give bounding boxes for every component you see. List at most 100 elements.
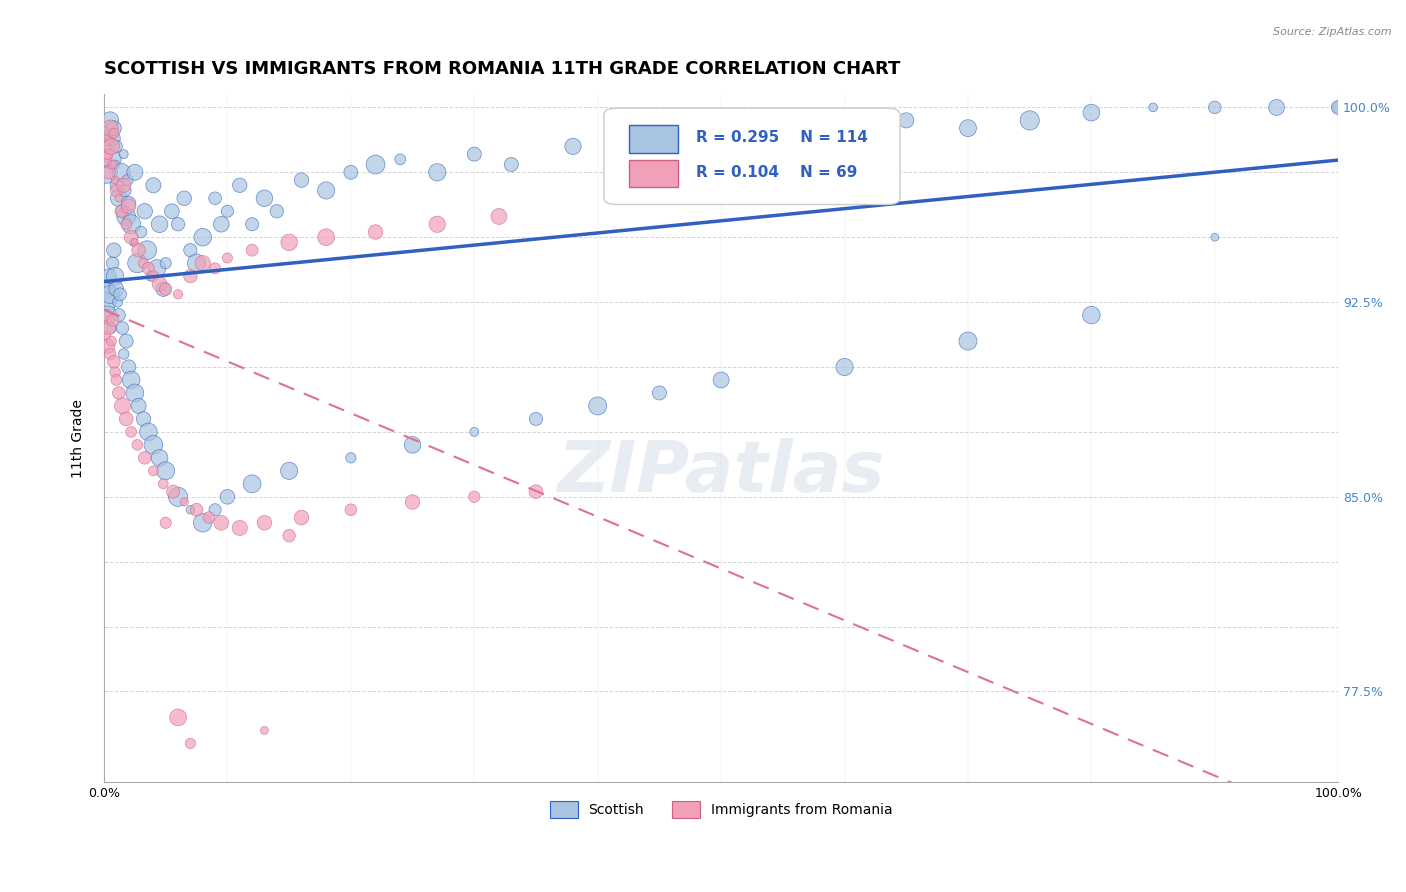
Point [186, 256, 208, 270]
Point [103, 127, 125, 141]
Point [103, 121, 125, 136]
Point [139, 269, 162, 284]
Point [167, 710, 190, 724]
Point [501, 157, 523, 171]
Point [128, 243, 150, 257]
Point [155, 256, 177, 270]
Point [105, 282, 128, 296]
Point [94, 308, 117, 322]
Point [586, 399, 609, 413]
Point [1204, 100, 1226, 114]
Point [142, 178, 165, 193]
Point [179, 243, 201, 257]
Point [96, 329, 118, 343]
Point [107, 386, 129, 401]
Point [112, 178, 135, 193]
Point [612, 147, 634, 161]
Point [118, 196, 141, 211]
Point [100, 153, 122, 167]
Point [315, 184, 337, 198]
Point [1080, 308, 1102, 322]
Point [132, 256, 155, 270]
Point [115, 210, 138, 224]
Point [315, 230, 337, 244]
Point [103, 243, 125, 257]
Point [155, 516, 177, 530]
Point [162, 484, 184, 499]
Point [104, 157, 127, 171]
Point [115, 334, 138, 348]
Point [648, 386, 671, 401]
Point [129, 225, 152, 239]
Point [97, 147, 120, 161]
Point [191, 516, 214, 530]
Point [127, 438, 149, 452]
Point [1327, 100, 1350, 114]
Point [96, 295, 118, 310]
Point [290, 510, 312, 524]
Point [117, 173, 139, 187]
Point [138, 261, 160, 276]
Point [107, 308, 129, 322]
Point [488, 210, 510, 224]
Text: ZIPatlas: ZIPatlas [557, 438, 884, 508]
Point [426, 165, 449, 179]
Point [364, 157, 387, 171]
Point [155, 464, 177, 478]
Legend: Scottish, Immigrants from Romania: Scottish, Immigrants from Romania [544, 796, 898, 823]
Point [110, 165, 132, 179]
Point [142, 438, 165, 452]
Point [896, 113, 918, 128]
Point [463, 490, 485, 504]
Point [105, 373, 128, 387]
FancyBboxPatch shape [603, 108, 900, 204]
Point [148, 277, 170, 291]
Point [167, 287, 190, 301]
Point [290, 173, 312, 187]
Point [148, 217, 170, 231]
Point [101, 313, 124, 327]
Point [97, 165, 120, 179]
Point [120, 217, 142, 231]
Point [124, 235, 146, 250]
Bar [628, 160, 678, 187]
Point [401, 495, 423, 509]
Point [98, 347, 121, 361]
Point [217, 251, 239, 265]
Point [155, 282, 177, 296]
Point [118, 359, 141, 374]
Point [167, 217, 190, 231]
Point [524, 412, 547, 426]
Point [124, 386, 146, 401]
Point [834, 127, 856, 141]
Point [204, 191, 226, 205]
Point [111, 399, 134, 413]
Point [112, 147, 135, 161]
Point [122, 235, 145, 250]
Point [142, 269, 165, 284]
Point [340, 450, 363, 465]
Point [107, 191, 129, 205]
Point [118, 199, 141, 213]
Point [115, 412, 138, 426]
Y-axis label: 11th Grade: 11th Grade [72, 399, 86, 478]
Point [173, 495, 195, 509]
Point [463, 147, 485, 161]
Point [98, 113, 121, 128]
Point [111, 204, 134, 219]
Point [97, 127, 120, 141]
Bar [628, 126, 678, 153]
Point [278, 464, 301, 478]
Point [229, 178, 252, 193]
Point [100, 334, 122, 348]
Point [364, 225, 387, 239]
Point [107, 191, 129, 205]
Point [94, 282, 117, 296]
Point [1327, 100, 1350, 114]
Point [240, 217, 263, 231]
Text: SCOTTISH VS IMMIGRANTS FROM ROMANIA 11TH GRADE CORRELATION CHART: SCOTTISH VS IMMIGRANTS FROM ROMANIA 11TH… [104, 60, 900, 78]
Point [562, 139, 585, 153]
Point [266, 204, 288, 219]
Point [134, 204, 156, 219]
Point [104, 173, 127, 187]
